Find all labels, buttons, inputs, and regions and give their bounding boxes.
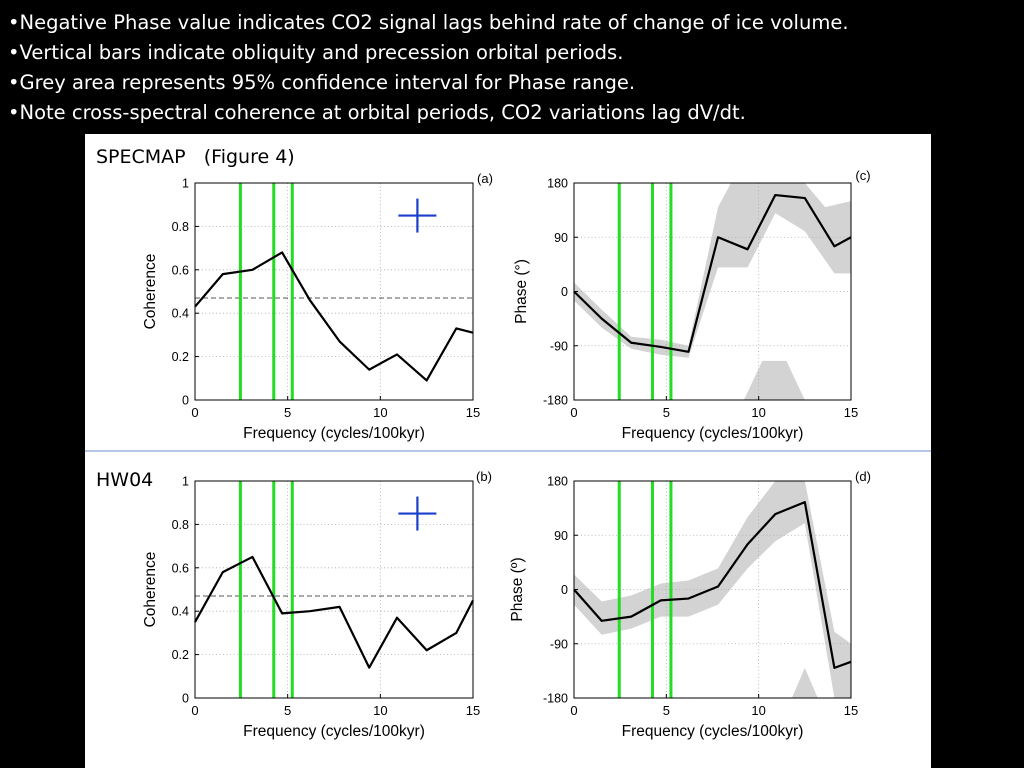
panel-label: (a) [477,171,493,186]
x-tick-label: 0 [191,703,198,718]
x-axis-label: Frequency (cycles/100kyr) [622,425,804,442]
x-tick-label: 15 [844,703,858,718]
y-tick-label: 0 [561,583,568,597]
chart-panel: 0 5 10 15 -180 -90 0 90 180 Frequency (cycles/100… [509,469,871,740]
y-tick-label: 180 [547,177,568,191]
bullet-item: Grey area represents 95% confidence inte… [8,68,1018,98]
x-tick-label: 0 [570,405,577,420]
x-tick-label: 5 [284,703,291,718]
chart-panel: 0 5 10 15 0 0.2 0.4 0.6 0.8 1 Frequency (cycles/10… [142,171,493,442]
series-line [194,555,474,669]
y-tick-label: 90 [554,231,568,245]
x-axis-label: Frequency (cycles/100kyr) [243,425,425,442]
y-axis-label: Phase (º) [509,557,526,621]
y-axis-label: Phase (°) [513,259,530,324]
y-tick-label: 0.4 [172,307,189,321]
bullet-item: Negative Phase value indicates CO2 signa… [8,8,1018,38]
x-tick-label: 15 [466,703,480,718]
y-tick-label: 0 [182,394,189,408]
y-tick-label: 0.2 [172,648,189,662]
x-axis-label: Frequency (cycles/100kyr) [622,723,804,740]
x-tick-label: 10 [373,405,387,420]
confidence-band [791,667,818,698]
y-axis-label: Coherence [142,254,159,330]
x-tick-label: 0 [191,405,198,420]
chart-panel: 0 5 10 15 -180 -90 0 90 180 Frequency (cycles/100… [513,168,871,442]
x-tick-label: 10 [751,703,765,718]
x-tick-label: 5 [284,405,291,420]
x-tick-label: 15 [466,405,480,420]
y-tick-label: 180 [547,475,568,489]
chart-panel: 0 5 10 15 0 0.2 0.4 0.6 0.8 1 Frequency (cycles/10… [142,469,492,740]
confidence-band [574,183,851,358]
y-tick-label: 0.4 [172,605,189,619]
x-tick-label: 5 [663,405,670,420]
x-tick-label: 10 [373,703,387,718]
x-tick-label: 0 [570,703,577,718]
y-tick-label: -180 [543,394,568,408]
figure-panel: 0 5 10 15 0 0.2 0.4 0.6 0.8 1 Frequency (cycles/10… [85,134,931,768]
panel-label: (b) [476,469,492,484]
series-line [194,251,474,382]
axes-frame [194,480,474,699]
y-tick-label: 0.8 [172,220,189,234]
y-tick-label: 0 [561,285,568,299]
y-tick-label: -90 [550,339,568,353]
y-tick-label: -90 [550,637,568,651]
panel-label: (d) [855,469,871,484]
y-tick-label: 0.6 [172,561,189,575]
bullet-item: Vertical bars indicate obliquity and pre… [8,38,1018,68]
row-title-specmap: SPECMAP (Figure 4) [96,146,295,168]
confidence-band [743,360,805,400]
y-tick-label: 0.8 [172,518,189,532]
y-axis-label: Coherence [142,552,159,628]
x-tick-label: 5 [663,703,670,718]
row-title-hw04: HW04 [96,469,154,491]
y-tick-label: 1 [182,475,189,489]
bullet-item: Note cross-spectral coherence at orbital… [8,98,1018,128]
y-tick-label: -180 [543,692,568,706]
y-tick-label: 90 [554,529,568,543]
y-tick-label: 1 [182,177,189,191]
panel-label: (c) [855,168,870,183]
x-tick-label: 15 [844,405,858,420]
axes-frame [194,182,474,401]
y-tick-label: 0.2 [172,350,189,364]
x-tick-label: 10 [751,405,765,420]
y-tick-label: 0 [182,692,189,706]
x-axis-label: Frequency (cycles/100kyr) [243,723,425,740]
bullet-list: Negative Phase value indicates CO2 signa… [8,8,1018,128]
y-tick-label: 0.6 [172,263,189,277]
